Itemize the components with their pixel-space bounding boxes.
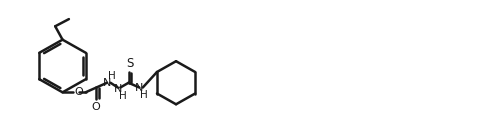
Text: O: O — [75, 87, 84, 97]
Text: N: N — [114, 84, 122, 94]
Text: S: S — [126, 57, 133, 70]
Text: N: N — [103, 78, 111, 88]
Text: H: H — [140, 90, 148, 100]
Text: H: H — [119, 91, 126, 101]
Text: O: O — [92, 102, 100, 112]
Text: H: H — [108, 71, 116, 81]
Text: N: N — [135, 82, 144, 93]
